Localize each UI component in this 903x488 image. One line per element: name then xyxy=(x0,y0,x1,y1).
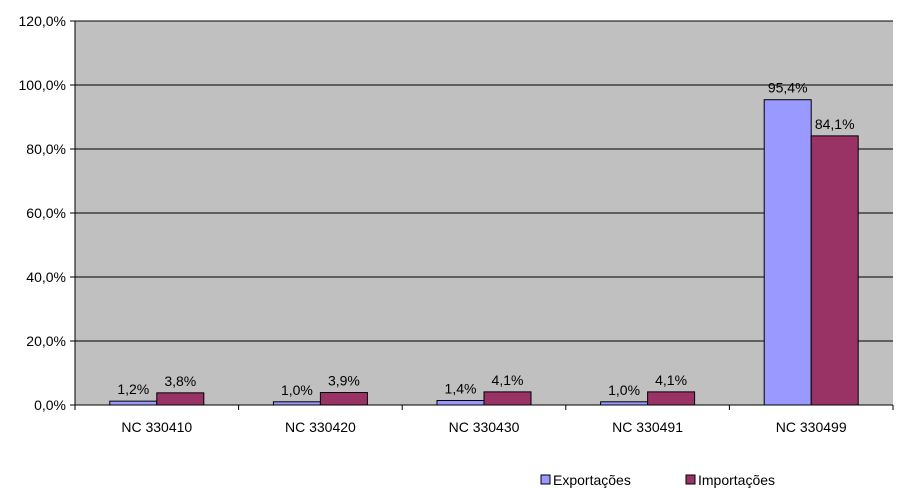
y-tick-label: 80,0% xyxy=(26,141,66,157)
legend-label: Exportações xyxy=(553,472,631,488)
legend-swatch xyxy=(685,474,696,485)
bar xyxy=(763,99,812,406)
data-label: 1,4% xyxy=(445,381,477,397)
y-tick-label: 20,0% xyxy=(26,333,66,349)
bar xyxy=(647,391,696,406)
data-label: 84,1% xyxy=(815,116,855,132)
axes xyxy=(70,20,894,410)
data-label: 4,1% xyxy=(492,372,524,388)
bar xyxy=(156,392,205,406)
data-label: 3,9% xyxy=(328,373,360,389)
x-category-label: NC 330420 xyxy=(285,419,356,435)
y-tick-label: 60,0% xyxy=(26,205,66,221)
bar xyxy=(319,392,368,406)
data-label: 1,0% xyxy=(608,382,640,398)
x-category-label: NC 330410 xyxy=(121,419,192,435)
data-label: 3,8% xyxy=(164,373,196,389)
bar xyxy=(483,391,532,406)
data-label: 95,4% xyxy=(768,80,808,96)
y-tick-label: 100,0% xyxy=(19,77,66,93)
labels: 0,0% 20,0% 40,0% 60,0% 80,0% 100,0% 120,0% 1,2%… xyxy=(19,13,855,435)
legend: Exportações Importações xyxy=(540,472,775,488)
gridlines xyxy=(75,20,893,342)
legend-label: Importações xyxy=(698,472,775,488)
x-category-label: NC 330499 xyxy=(776,419,847,435)
legend-swatch xyxy=(540,474,551,485)
data-label: 1,2% xyxy=(117,381,149,397)
bar xyxy=(436,400,485,406)
x-category-label: NC 330491 xyxy=(612,419,683,435)
y-tick-label: 0,0% xyxy=(34,397,66,413)
data-label: 4,1% xyxy=(655,372,687,388)
bar xyxy=(810,135,859,406)
y-tick-label: 120,0% xyxy=(19,13,66,29)
x-category-label: NC 330430 xyxy=(449,419,520,435)
y-tick-label: 40,0% xyxy=(26,269,66,285)
data-label: 1,0% xyxy=(281,382,313,398)
bar xyxy=(109,400,158,406)
